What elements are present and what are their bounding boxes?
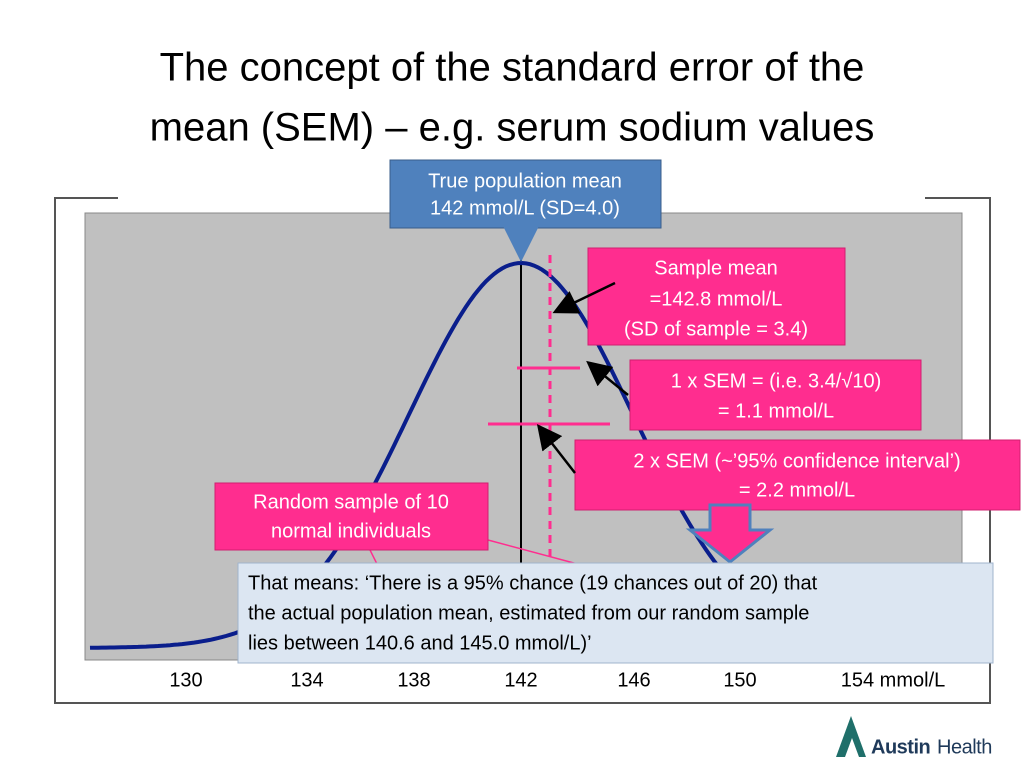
x-tick-label: 146 [617,669,650,691]
logo-name: Austin [871,736,930,758]
callout-text: 142 mmol/L (SD=4.0) [430,197,620,219]
x-tick-label: 150 [723,669,756,691]
callout-text: = 1.1 mmol/L [718,400,834,422]
callout-text: = 2.2 mmol/L [739,479,855,501]
callout-text: Sample mean [654,257,777,279]
logo-suffix: Health [937,736,992,758]
callout-text: True population mean [428,170,622,192]
x-tick-label: 154 mmol/L [841,669,946,691]
x-tick-label: 134 [290,669,323,691]
x-tick-label: 138 [397,669,430,691]
callout-text: (SD of sample = 3.4) [624,318,808,340]
x-tick-label: 142 [504,669,537,691]
conclusion-text: the actual population mean, estimated fr… [248,602,809,624]
callout-box [587,247,846,346]
callout-text: 2 x SEM (~’95% confidence interval’) [633,450,960,472]
arrow [552,281,616,314]
callout-box [629,359,922,431]
title-line: mean (SEM) – e.g. serum sodium values [150,106,875,150]
down-arrow [685,503,775,564]
x-axis-labels: 130 134 138 142 146 150 154 mmol/L [169,669,945,691]
callout-text: Random sample of 10 [253,491,449,513]
callout-box [574,439,1021,511]
callout-box [214,482,489,551]
frame [54,197,991,704]
x-tick-label: 130 [169,669,202,691]
conclusion-box [237,562,994,664]
conclusion-text: That means: ‘There is a 95% chance (19 c… [248,572,818,594]
logo: Austin Health [836,716,992,758]
title-line: The concept of the standard error of the [160,46,865,90]
arrow [536,424,576,474]
callout-text: 1 x SEM = (i.e. 3.4/√10) [671,370,882,392]
callout-box [389,159,662,229]
arrow [586,360,629,396]
conclusion-text: lies between 140.6 and 145.0 mmol/L)’ [248,632,592,654]
callout-text: normal individuals [271,520,431,542]
logo-icon [836,716,866,757]
callout-text: =142.8 mmol/L [650,288,783,310]
logo-icon [845,738,859,757]
